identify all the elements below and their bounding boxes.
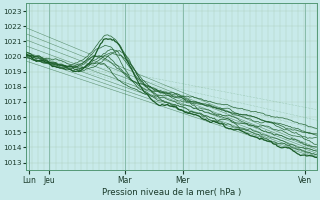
X-axis label: Pression niveau de la mer( hPa ): Pression niveau de la mer( hPa ) [102, 188, 241, 197]
